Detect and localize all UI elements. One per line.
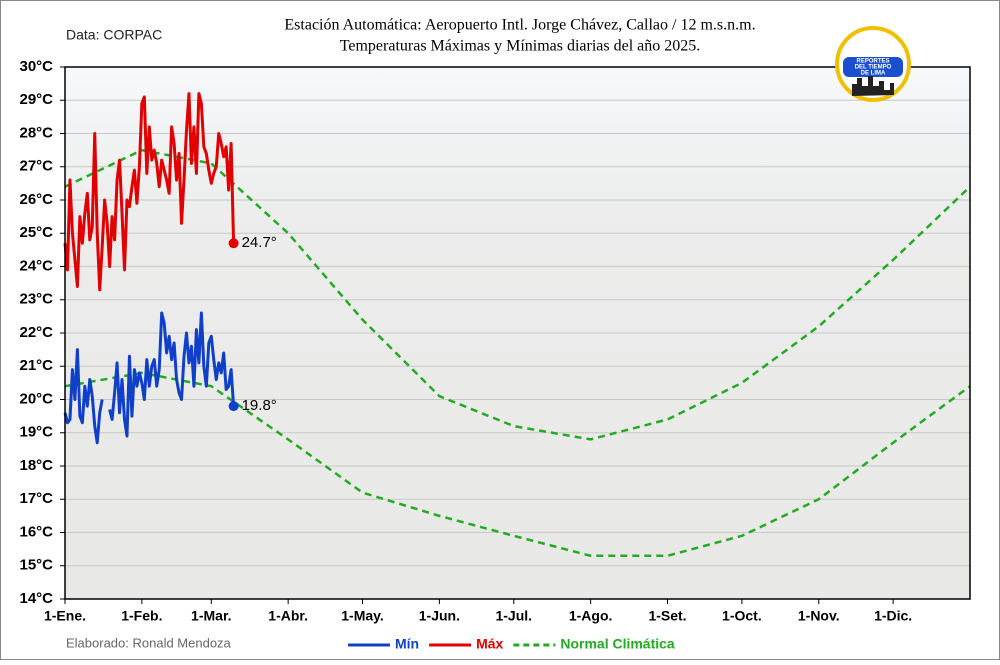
y-tick-label: 19°C (19, 424, 53, 441)
y-tick-label: 28°C (19, 124, 53, 141)
y-tick-label: 25°C (19, 224, 53, 241)
end-label: 19.8° (242, 397, 277, 414)
x-tick-label: 1-Abr. (268, 608, 308, 624)
y-tick-label: 30°C (19, 58, 53, 75)
plot: 19.8° 24.7° (63, 92, 971, 558)
chart-title: Estación Automática: Aeropuerto Intl. Jo… (284, 17, 755, 34)
y-tick-label: 21°C (19, 357, 53, 374)
y-tick-label: 26°C (19, 191, 53, 208)
y-tick-label: 14°C (19, 590, 53, 607)
x-tick-label: 1-Nov. (798, 608, 840, 624)
y-tick-label: 16°C (19, 523, 53, 540)
legend-label: Máx (476, 636, 503, 652)
y-tick-label: 22°C (19, 324, 53, 341)
logo-text: REPORTES (856, 59, 889, 65)
logo-skyline (852, 76, 894, 96)
x-tick-label: 1-Set. (648, 608, 686, 624)
x-tick-label: 1-Ene. (44, 608, 86, 624)
source: Data: CORPAC (66, 27, 162, 43)
logo: REPORTES DEL TIEMPO DE LIMA (835, 26, 911, 102)
logo-band (843, 57, 903, 77)
x-tick-label: 1-Feb. (121, 608, 162, 624)
y-tick-label: 29°C (19, 91, 53, 108)
series-line (63, 92, 236, 292)
end-label: 24.7° (242, 234, 277, 251)
legend: Mín Máx Normal Climática (348, 636, 675, 652)
legend-label: Normal Climática (560, 636, 675, 652)
x-tick-label: 1-Jul. (495, 608, 532, 624)
x-tick-label: 1-May. (341, 608, 384, 624)
end-point (228, 401, 239, 412)
series-line (63, 311, 236, 445)
x-tick-label: 1-Dic. (874, 608, 912, 624)
legend-label: Mín (395, 636, 419, 652)
y-tick-label: 18°C (19, 457, 53, 474)
y-tick-label: 15°C (19, 557, 53, 574)
y-tick-label: 23°C (19, 291, 53, 308)
x-tick-label: 1-Ago. (569, 608, 613, 624)
normal-min-line (64, 371, 971, 558)
end-point (228, 238, 239, 249)
x-tick-label: 1-Jun. (419, 608, 460, 624)
x-tick-label: 1-Oct. (722, 608, 762, 624)
plot-border (64, 66, 971, 600)
x-tick-label: 1-Mar. (191, 608, 231, 624)
chart-subtitle: Temperaturas Máximas y Mínimas diarias d… (340, 38, 701, 55)
y-tick-label: 24°C (19, 257, 53, 274)
logo-text: DEL TIEMPO (855, 65, 892, 71)
y-tick-label: 27°C (19, 158, 53, 175)
y-tick-label: 17°C (19, 490, 53, 507)
logo-text: DE LIMA (861, 71, 886, 77)
y-tick-label: 20°C (19, 390, 53, 407)
credit: Elaborado: Ronald Mendoza (66, 635, 232, 650)
